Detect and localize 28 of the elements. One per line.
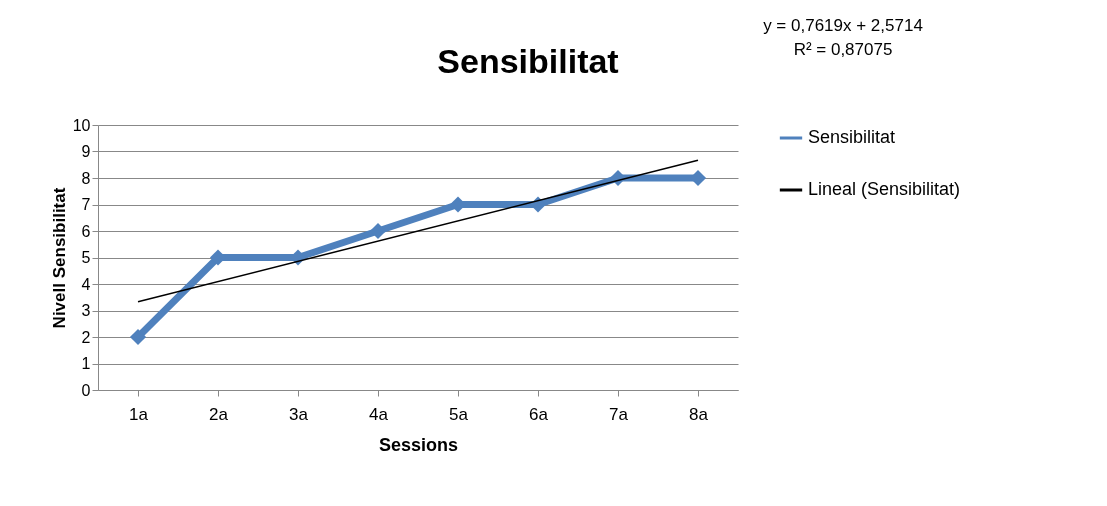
y-tick-label: 0	[81, 381, 91, 399]
point	[129, 328, 147, 346]
x-tick-label: 2a	[209, 404, 229, 424]
y-tick-label: 1	[81, 355, 91, 372]
y-tick-label: 4	[81, 275, 91, 293]
y-tick-label: 8	[81, 169, 91, 187]
text: y = 0,7619x + 2,5714	[763, 16, 923, 35]
x-tick-label: 1a	[129, 404, 149, 424]
legend-label: Sensibilitat	[808, 127, 896, 147]
x-axis-title: Sessions	[378, 434, 459, 455]
y-tick-label: 10	[72, 116, 91, 134]
x-tick-label: 4a	[369, 404, 389, 424]
x-tick-label: 8a	[689, 404, 709, 424]
legend-label: Lineal (Sensibilitat)	[808, 179, 961, 199]
point	[369, 222, 387, 240]
x-tick-label: 7a	[609, 404, 629, 424]
text: R² = 0,87075	[793, 40, 893, 59]
y-tick-label: 9	[81, 143, 91, 160]
y-tick-label: 3	[81, 302, 91, 319]
y-tick-label: 7	[81, 196, 91, 213]
x-tick-label: 3a	[289, 404, 309, 424]
chart-title: Sensibilitat	[437, 42, 619, 80]
x-tick-label: 6a	[529, 404, 549, 424]
y-tick-label: 6	[81, 222, 91, 240]
y-tick-label: 5	[81, 249, 91, 266]
x-tick-label: 5a	[449, 404, 469, 424]
y-tick-label: 2	[81, 328, 91, 346]
y-axis-title: Nivell Sensibilitat	[49, 187, 69, 329]
